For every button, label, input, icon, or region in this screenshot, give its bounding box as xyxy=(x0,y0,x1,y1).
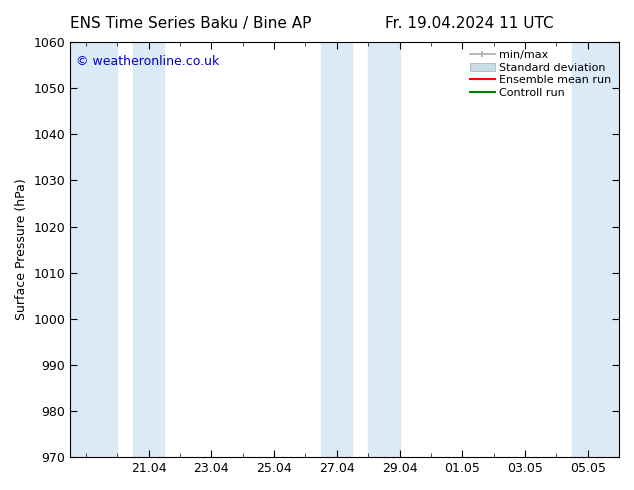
Y-axis label: Surface Pressure (hPa): Surface Pressure (hPa) xyxy=(15,179,28,320)
Text: ENS Time Series Baku / Bine AP: ENS Time Series Baku / Bine AP xyxy=(70,16,311,31)
Legend: min/max, Standard deviation, Ensemble mean run, Controll run: min/max, Standard deviation, Ensemble me… xyxy=(465,46,616,102)
Bar xyxy=(368,42,399,457)
Bar xyxy=(321,42,353,457)
Text: © weatheronline.co.uk: © weatheronline.co.uk xyxy=(76,54,219,68)
Bar xyxy=(133,42,164,457)
Text: Fr. 19.04.2024 11 UTC: Fr. 19.04.2024 11 UTC xyxy=(385,16,553,31)
Bar xyxy=(70,42,117,457)
Bar xyxy=(572,42,619,457)
